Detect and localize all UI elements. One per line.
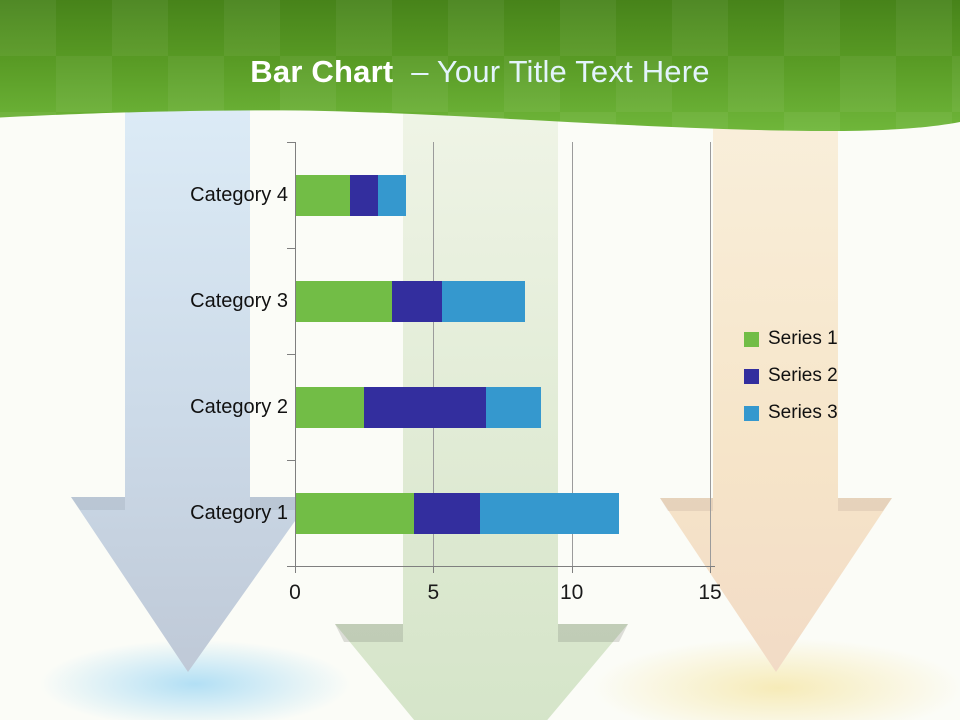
x-axis bbox=[295, 566, 715, 567]
x-axis-tick bbox=[295, 566, 296, 573]
x-axis-label: 0 bbox=[289, 581, 301, 604]
category-label: Category 4 bbox=[190, 184, 288, 206]
orange-down-arrow-icon bbox=[660, 108, 892, 672]
bar-segment bbox=[295, 174, 351, 216]
title-bold-text: Bar Chart bbox=[250, 54, 394, 89]
gridline bbox=[710, 142, 711, 566]
x-axis-tick bbox=[571, 566, 573, 573]
slide-title: Bar Chart – Your Title Text Here bbox=[0, 54, 960, 90]
legend-swatch-icon bbox=[744, 331, 759, 347]
bar-segment bbox=[391, 280, 442, 322]
legend-label: Series 3 bbox=[768, 402, 838, 423]
x-axis-tick bbox=[433, 566, 435, 573]
cyan-glow bbox=[40, 640, 350, 720]
gridline bbox=[571, 142, 573, 566]
bar-segment bbox=[480, 492, 619, 534]
y-axis-tick bbox=[287, 142, 295, 143]
bar-segment bbox=[295, 280, 392, 322]
bar-segment bbox=[441, 280, 525, 322]
title-light-text: – Your Title Text Here bbox=[411, 54, 710, 89]
header-banner bbox=[0, 0, 960, 132]
bar-segment bbox=[413, 492, 481, 534]
legend-swatch-icon bbox=[744, 405, 759, 421]
bar-segment bbox=[485, 386, 542, 428]
bar-segment bbox=[364, 386, 486, 428]
y-axis-tick bbox=[287, 566, 295, 567]
y-axis-tick bbox=[287, 460, 295, 461]
legend-item: Series 3 bbox=[744, 402, 838, 424]
legend-item: Series 2 bbox=[744, 365, 838, 387]
category-label: Category 3 bbox=[190, 290, 288, 312]
y-axis-tick bbox=[287, 354, 295, 355]
gridline bbox=[433, 142, 435, 566]
bar-segment bbox=[295, 492, 414, 534]
bar-segment bbox=[350, 174, 378, 216]
banner-pattern bbox=[0, 0, 960, 132]
legend-swatch-icon bbox=[744, 368, 759, 384]
chart-legend: Series 1 Series 2 Series 3 bbox=[744, 328, 838, 439]
x-axis-label: 10 bbox=[559, 581, 584, 604]
legend-item: Series 1 bbox=[744, 328, 838, 350]
x-axis-label: 15 bbox=[698, 581, 722, 604]
y-axis bbox=[295, 142, 296, 566]
legend-label: Series 2 bbox=[768, 365, 838, 386]
legend-label: Series 1 bbox=[768, 328, 838, 349]
y-axis-tick bbox=[287, 248, 295, 249]
yellow-glow bbox=[593, 638, 960, 720]
x-axis-tick bbox=[710, 566, 711, 573]
bar-segment bbox=[295, 386, 365, 428]
x-axis-label: 5 bbox=[427, 581, 440, 604]
category-label: Category 2 bbox=[190, 396, 288, 418]
category-label: Category 1 bbox=[190, 502, 288, 524]
bar-segment bbox=[378, 174, 406, 216]
